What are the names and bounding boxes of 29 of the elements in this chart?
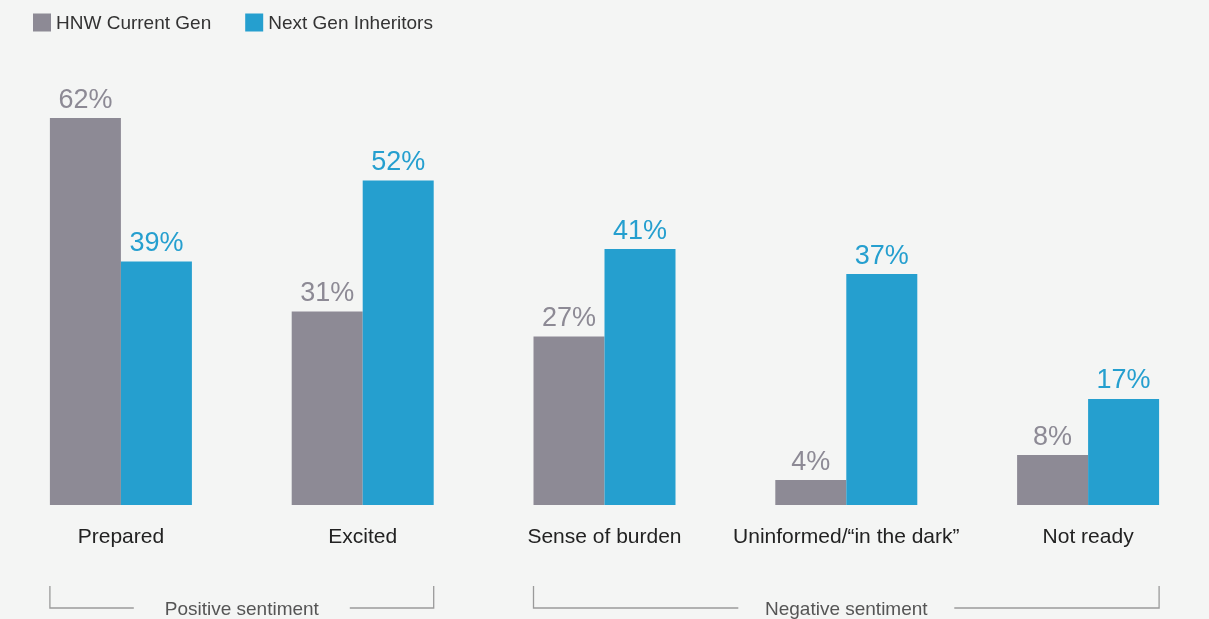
bar bbox=[846, 274, 918, 505]
x-tick-label: Not ready bbox=[1042, 524, 1135, 547]
data-label: 41% bbox=[612, 214, 668, 245]
x-tick-label: Uninformed/“in the dark” bbox=[733, 524, 960, 547]
data-label: 37% bbox=[854, 239, 909, 270]
bar bbox=[604, 249, 676, 505]
text: Negative sentiment bbox=[764, 597, 929, 619]
bar bbox=[362, 180, 434, 505]
x-tick-label: Sense of burden bbox=[527, 524, 682, 547]
data-label: 31% bbox=[300, 277, 355, 307]
data-label: 52% bbox=[371, 145, 426, 176]
x-tick-label: Prepared bbox=[77, 524, 165, 547]
data-label: 8% bbox=[1033, 420, 1073, 451]
bar bbox=[49, 118, 121, 505]
bar bbox=[1017, 455, 1089, 505]
legend-label: Next Gen Inheritors bbox=[268, 12, 433, 33]
bar bbox=[775, 480, 847, 505]
bar bbox=[120, 261, 192, 505]
legend-label: HNW Current Gen bbox=[56, 12, 212, 33]
bar bbox=[1088, 398, 1160, 505]
data-label: 17% bbox=[1096, 364, 1151, 395]
x-tick-label: Excited bbox=[328, 524, 398, 547]
data-label: 39% bbox=[129, 227, 184, 258]
data-label: 4% bbox=[791, 445, 831, 476]
bar bbox=[533, 336, 605, 505]
bar bbox=[291, 311, 363, 505]
data-label: 27% bbox=[541, 301, 597, 332]
text: Positive sentiment bbox=[164, 597, 320, 619]
data-label: 62% bbox=[58, 83, 113, 114]
